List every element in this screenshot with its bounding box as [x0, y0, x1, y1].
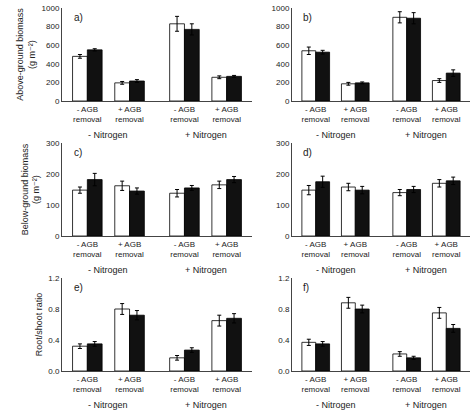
svg-text:+ AGBremoval: + AGBremoval [212, 240, 241, 259]
svg-text:- Nitrogen: - Nitrogen [88, 400, 128, 410]
svg-text:1.2: 1.2 [48, 274, 60, 283]
svg-text:- AGBremoval: - AGBremoval [392, 105, 421, 124]
svg-text:+ Nitrogen: + Nitrogen [405, 400, 447, 410]
svg-text:b): b) [303, 12, 312, 23]
svg-text:0.8: 0.8 [278, 305, 290, 314]
svg-text:+ AGBremoval: + AGBremoval [432, 240, 461, 259]
svg-text:200: 200 [276, 78, 290, 87]
svg-text:800: 800 [276, 22, 290, 31]
svg-text:d): d) [303, 147, 312, 158]
svg-text:c): c) [74, 147, 82, 158]
svg-text:Below-ground biomass(g m⁻²): Below-ground biomass(g m⁻²) [20, 143, 42, 235]
svg-text:- AGBremoval: - AGBremoval [392, 240, 421, 259]
svg-text:0: 0 [55, 232, 60, 241]
svg-text:600: 600 [276, 41, 290, 50]
svg-text:+ AGBremoval: + AGBremoval [432, 375, 461, 394]
svg-text:0.4: 0.4 [48, 336, 60, 345]
svg-text:+ Nitrogen: + Nitrogen [185, 265, 227, 275]
svg-text:Root/shoot ratio: Root/shoot ratio [34, 293, 44, 357]
svg-text:200: 200 [46, 78, 60, 87]
svg-text:0: 0 [55, 97, 60, 106]
svg-text:- AGBremoval: - AGBremoval [170, 240, 199, 259]
svg-text:0: 0 [285, 97, 290, 106]
svg-text:600: 600 [46, 41, 60, 50]
svg-text:+ Nitrogen: + Nitrogen [185, 130, 227, 140]
svg-text:Above-ground biomass(g m⁻²): Above-ground biomass(g m⁻²) [15, 8, 37, 101]
svg-text:- AGBremoval: - AGBremoval [170, 375, 199, 394]
svg-text:- AGBremoval: - AGBremoval [170, 105, 199, 124]
svg-text:+ AGBremoval: + AGBremoval [432, 105, 461, 124]
svg-text:e): e) [74, 282, 83, 293]
svg-text:0.4: 0.4 [278, 336, 290, 345]
svg-text:0.0: 0.0 [278, 367, 290, 376]
svg-text:- AGBremoval: - AGBremoval [302, 240, 331, 259]
svg-text:- Nitrogen: - Nitrogen [88, 265, 128, 275]
svg-text:300: 300 [276, 139, 290, 148]
svg-text:a): a) [74, 12, 83, 23]
svg-text:- Nitrogen: - Nitrogen [316, 130, 356, 140]
svg-text:+ AGBremoval: + AGBremoval [341, 240, 370, 259]
svg-text:- AGBremoval: - AGBremoval [73, 240, 102, 259]
svg-text:100: 100 [46, 201, 60, 210]
svg-text:- AGBremoval: - AGBremoval [73, 105, 102, 124]
svg-text:1.2: 1.2 [278, 274, 290, 283]
svg-text:+ AGBremoval: + AGBremoval [212, 375, 241, 394]
svg-text:+ AGBremoval: + AGBremoval [115, 105, 144, 124]
svg-text:300: 300 [46, 139, 60, 148]
svg-text:400: 400 [46, 60, 60, 69]
svg-text:200: 200 [46, 170, 60, 179]
svg-text:- AGBremoval: - AGBremoval [302, 105, 331, 124]
svg-text:+ Nitrogen: + Nitrogen [405, 130, 447, 140]
svg-text:1000: 1000 [272, 4, 290, 13]
svg-text:+ AGBremoval: + AGBremoval [212, 105, 241, 124]
svg-text:100: 100 [276, 201, 290, 210]
svg-text:- AGBremoval: - AGBremoval [302, 375, 331, 394]
svg-text:400: 400 [276, 60, 290, 69]
svg-text:0.8: 0.8 [48, 305, 60, 314]
svg-text:0.0: 0.0 [48, 367, 60, 376]
svg-text:+ AGBremoval: + AGBremoval [115, 375, 144, 394]
svg-text:f): f) [303, 282, 309, 293]
svg-text:+ AGBremoval: + AGBremoval [341, 375, 370, 394]
svg-text:800: 800 [46, 22, 60, 31]
svg-text:1000: 1000 [42, 4, 60, 13]
svg-text:200: 200 [276, 170, 290, 179]
svg-text:- Nitrogen: - Nitrogen [316, 265, 356, 275]
svg-text:- AGBremoval: - AGBremoval [392, 375, 421, 394]
svg-text:+ AGBremoval: + AGBremoval [341, 105, 370, 124]
svg-text:+ Nitrogen: + Nitrogen [405, 265, 447, 275]
svg-text:- Nitrogen: - Nitrogen [316, 400, 356, 410]
svg-text:+ Nitrogen: + Nitrogen [185, 400, 227, 410]
svg-text:- AGBremoval: - AGBremoval [73, 375, 102, 394]
svg-text:- Nitrogen: - Nitrogen [88, 130, 128, 140]
svg-text:0: 0 [285, 232, 290, 241]
svg-text:+ AGBremoval: + AGBremoval [115, 240, 144, 259]
